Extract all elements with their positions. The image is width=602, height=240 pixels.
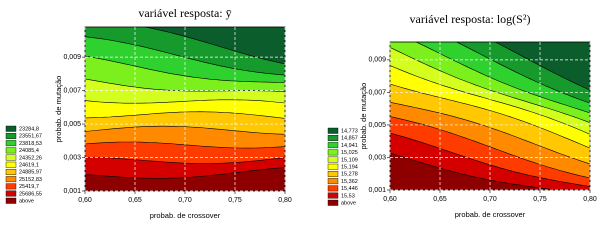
y-tick-label: 0,007 — [368, 89, 386, 96]
chart-title: variável resposta: log(S²) — [410, 12, 531, 26]
x-tick-label: 0,75 — [533, 196, 547, 203]
x-tick-label: 0,80 — [278, 197, 292, 204]
y-tick-label: 0,007 — [63, 87, 81, 94]
legend-label: 15,362 — [341, 179, 358, 185]
legend-label: 15,446 — [341, 186, 358, 192]
legend-swatch — [327, 156, 339, 163]
legend-label: 23818,53 — [19, 141, 42, 147]
contour-line — [390, 116, 590, 179]
contour-line — [85, 99, 285, 104]
legend-swatch — [327, 142, 339, 149]
legend-swatch — [327, 149, 339, 156]
legend-label: 25152,83 — [19, 177, 42, 183]
y-tick-label: 0,009 — [63, 54, 81, 61]
legend-label: 24085,4 — [19, 148, 39, 154]
legend-swatch — [327, 170, 339, 177]
legend-swatch — [5, 197, 17, 204]
x-tick-label: 0,75 — [228, 197, 242, 204]
legend-swatch — [327, 192, 339, 199]
contour-line — [494, 42, 590, 91]
contour-line — [390, 47, 590, 123]
legend-swatch — [327, 163, 339, 170]
legend-label: 24885,97 — [19, 170, 42, 176]
contour-line — [142, 27, 285, 65]
contour-line — [85, 55, 285, 83]
x-tick-label: 0,70 — [483, 196, 497, 203]
legend-label: 24352,26 — [19, 155, 42, 161]
y-tick-label: 0,003 — [368, 154, 386, 161]
legend-label: 15,194 — [341, 164, 358, 170]
legend-label: 14,941 — [341, 143, 358, 149]
legend-label: 25686,55 — [19, 191, 42, 197]
x-tick-label: 0,60 — [78, 197, 92, 204]
contour-line — [85, 125, 285, 135]
contour-line — [390, 83, 590, 149]
legend-swatch — [327, 178, 339, 185]
legend-swatch — [5, 125, 17, 132]
y-tick-label: 0,005 — [368, 122, 386, 129]
legend-label: 23551,67 — [19, 134, 42, 140]
legend-label: 25419,7 — [19, 184, 39, 190]
chart-title: variável resposta: ȳ — [138, 6, 231, 20]
legend-swatch — [5, 183, 17, 190]
y-tick-label: 0,009 — [368, 57, 386, 64]
legend-swatch — [5, 190, 17, 197]
legend-swatch — [5, 147, 17, 154]
legend-label: 14,773 — [341, 128, 358, 134]
legend-label: 24619,1 — [19, 162, 39, 168]
legend-swatch — [5, 154, 17, 161]
x-tick-label: 0,65 — [128, 197, 142, 204]
legend-label: 15,109 — [341, 157, 358, 163]
legend-label: above — [19, 198, 34, 204]
x-tick-label: 0,80 — [583, 196, 597, 203]
legend-swatch — [5, 168, 17, 175]
x-tick-label: 0,70 — [178, 197, 192, 204]
y-tick-label: 0,003 — [63, 154, 81, 161]
legend-swatch — [327, 127, 339, 134]
x-axis-label: probab. de crossover — [150, 211, 221, 220]
contour-region — [390, 153, 556, 190]
legend-swatch — [5, 140, 17, 147]
x-tick-label: 0,65 — [433, 196, 447, 203]
legend-label: 14,857 — [341, 136, 358, 142]
y-tick-label: 0,001 — [368, 187, 386, 194]
x-tick-label: 0,60 — [383, 196, 397, 203]
y-tick-label: 0,005 — [63, 121, 81, 128]
y-axis-label: probab. de mutação — [54, 76, 63, 143]
legend-swatch — [5, 132, 17, 139]
y-axis-label: probab. de mutação — [359, 83, 368, 150]
legend-label: 15,278 — [341, 172, 358, 178]
x-axis-label: probab. de crossover — [455, 210, 526, 219]
legend-label: 15,025 — [341, 150, 358, 156]
legend-swatch — [5, 176, 17, 183]
legend-label: 23284,8 — [19, 126, 39, 132]
figure: 0,60 0,65 0,70 0,75 0,80 0,001 0,003 0,005 0,007… — [5, 6, 597, 220]
y-tick-label: 0,001 — [63, 188, 81, 195]
legend-swatch — [327, 134, 339, 141]
legend-swatch — [327, 185, 339, 192]
legend-label: above — [341, 200, 356, 206]
contour-line — [390, 152, 558, 190]
legend-swatch — [327, 199, 339, 206]
legend-swatch — [5, 161, 17, 168]
legend-label: 15,53 — [341, 193, 355, 199]
